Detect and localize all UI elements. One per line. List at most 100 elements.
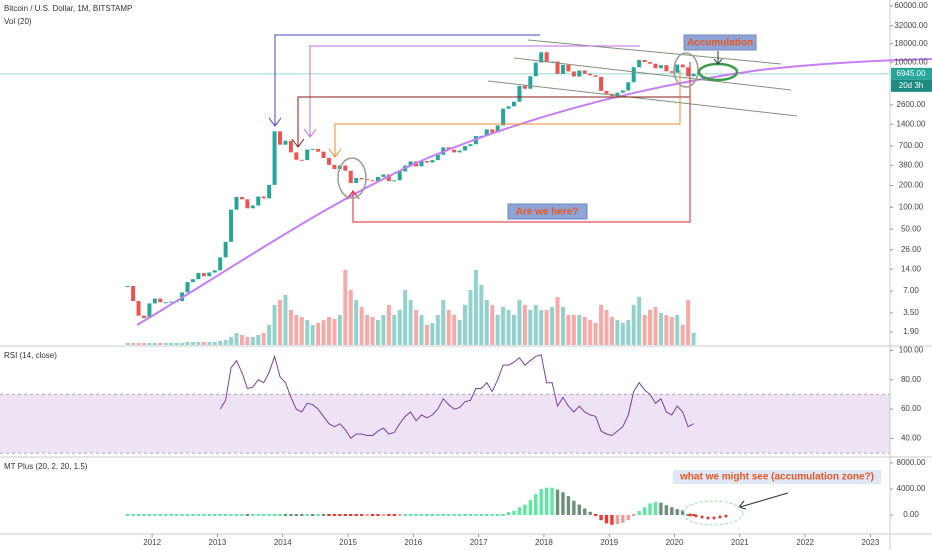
volume-bar	[473, 270, 478, 345]
candle	[484, 129, 489, 136]
volume-bar	[577, 315, 582, 345]
volume-bar	[326, 317, 331, 345]
histogram-bar	[392, 513, 396, 516]
candle	[566, 64, 571, 72]
volume-bar	[571, 315, 576, 345]
volume-bar	[365, 315, 370, 345]
histogram-bar	[256, 513, 260, 516]
volume-bar	[528, 310, 533, 345]
histogram-bar	[610, 514, 614, 525]
candle	[669, 71, 674, 73]
volume-bar	[430, 323, 435, 345]
candle	[256, 196, 261, 206]
y-tick-label: 40.00	[901, 434, 922, 443]
candle	[294, 152, 299, 160]
candle	[686, 67, 691, 77]
volume-bar	[468, 290, 473, 345]
histogram-bar	[387, 513, 391, 516]
candle	[490, 129, 495, 133]
histogram-bar	[637, 511, 641, 515]
candle	[185, 282, 190, 293]
volume-bar	[283, 295, 288, 345]
histogram-bar	[561, 492, 565, 515]
candle	[299, 159, 304, 161]
volume-bar	[658, 313, 663, 345]
candle	[283, 140, 288, 145]
volume-bar	[370, 317, 375, 345]
candle	[501, 108, 506, 126]
volume-bar	[348, 290, 353, 345]
label-box	[673, 470, 881, 484]
candle	[588, 73, 593, 76]
y-tick-label: 200.00	[899, 181, 924, 190]
histogram-bar	[680, 510, 685, 515]
volume-bar	[408, 300, 413, 345]
histogram-bar	[403, 513, 407, 516]
histogram-bar	[142, 513, 146, 516]
candle	[212, 270, 217, 273]
volume-bar	[229, 337, 234, 345]
candle	[528, 76, 533, 89]
y-tick-label: 100.00	[899, 346, 924, 355]
volume-bar	[250, 337, 255, 345]
histogram-bar	[169, 513, 173, 516]
histogram-bar	[550, 487, 554, 515]
histogram-bar	[577, 504, 581, 515]
countdown-label: 20d 3h	[899, 81, 923, 90]
volume-bar	[375, 320, 380, 345]
candle	[637, 59, 642, 68]
y-tick-label: 100.00	[899, 202, 924, 211]
candle	[408, 161, 413, 166]
red-arrow	[352, 62, 691, 223]
histogram-bar	[572, 500, 576, 515]
candle	[392, 180, 397, 182]
histogram-bar	[583, 508, 587, 515]
volume-bar	[207, 342, 212, 345]
candle	[234, 196, 239, 210]
volume-bar	[337, 315, 342, 345]
candle	[604, 90, 609, 94]
annotation: what we might see (accumulation zone?)	[679, 472, 874, 483]
candle	[141, 315, 146, 319]
candle	[190, 279, 195, 283]
x-tick-label: 2023	[862, 538, 880, 547]
candle	[163, 302, 168, 304]
histogram-bar	[642, 507, 647, 515]
histogram-bar	[419, 513, 424, 516]
candle	[555, 61, 560, 74]
histogram-bar	[468, 513, 473, 516]
histogram-bar	[436, 513, 440, 516]
histogram-bar	[147, 513, 152, 516]
candle	[468, 144, 473, 147]
histogram-bar	[452, 513, 456, 516]
candle	[419, 160, 424, 167]
candle	[326, 157, 331, 165]
volume-bar	[631, 305, 636, 345]
y-tick-label: 60.00	[901, 404, 922, 413]
volume-bar	[691, 333, 696, 345]
volume-bar	[446, 310, 451, 345]
histogram-bar	[207, 513, 211, 516]
histogram-bar	[495, 513, 500, 516]
candle	[495, 125, 500, 133]
volume-bar	[125, 343, 130, 345]
volume-bar	[669, 317, 674, 345]
y-tick-label: 32000.00	[894, 21, 928, 30]
volume-bar	[522, 305, 527, 345]
candle	[196, 273, 201, 280]
histogram-bar	[267, 513, 271, 516]
histogram-bar	[408, 513, 413, 516]
histogram-bar	[316, 513, 320, 516]
volume-bar	[278, 300, 283, 345]
volume-bar	[359, 307, 364, 345]
candle	[201, 273, 206, 277]
histogram-bar	[278, 513, 282, 516]
histogram-bar	[376, 513, 380, 516]
volume-bar	[490, 305, 495, 345]
histogram-bar	[447, 513, 451, 516]
histogram-bar	[327, 513, 331, 516]
volume-bar	[147, 343, 152, 345]
y-tick-label: 3.50	[903, 308, 919, 317]
candle	[680, 64, 685, 68]
